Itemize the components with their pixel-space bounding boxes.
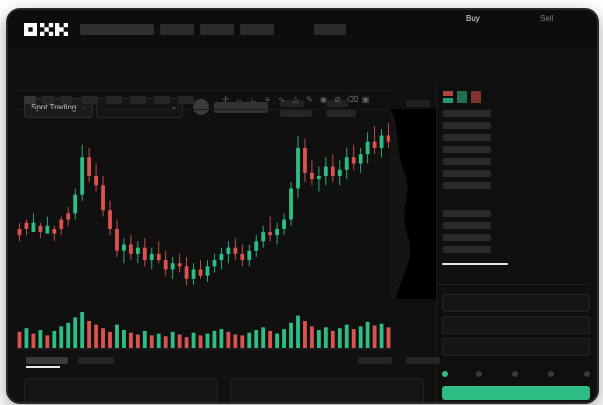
timeframe-chip-1[interactable] bbox=[24, 96, 36, 104]
pagination-dot[interactable] bbox=[548, 371, 554, 377]
orderbook-size bbox=[545, 158, 587, 165]
orderbook-bids-icon[interactable] bbox=[457, 90, 467, 103]
orderbook-asks-icon[interactable] bbox=[471, 90, 481, 103]
magnet-icon[interactable]: ✎ bbox=[306, 95, 313, 104]
okx-logo-icon[interactable] bbox=[24, 23, 68, 37]
pagination-dot[interactable] bbox=[476, 371, 482, 377]
chevron-down-icon: ⌄ bbox=[80, 105, 87, 112]
nav-item-1[interactable] bbox=[80, 24, 154, 35]
tab-positions[interactable] bbox=[358, 357, 392, 364]
active-bottom-tab-indicator bbox=[26, 366, 60, 368]
orderbook-row[interactable] bbox=[443, 222, 491, 229]
trading-mode-label: Spot Trading bbox=[31, 103, 77, 112]
orderbook-size bbox=[545, 182, 587, 189]
nav-item-2[interactable] bbox=[160, 24, 194, 35]
orderbook-size bbox=[545, 134, 587, 141]
timeframe-chip-4[interactable] bbox=[82, 96, 98, 104]
volume-svg bbox=[16, 312, 392, 350]
lock-icon[interactable]: ⊘ bbox=[334, 95, 341, 104]
tab-buy[interactable]: Buy bbox=[466, 14, 480, 23]
timeframe-chip-7[interactable] bbox=[154, 96, 170, 104]
nav-item-4[interactable] bbox=[240, 24, 274, 35]
nav-item-5[interactable] bbox=[314, 24, 346, 35]
volume-chart bbox=[16, 306, 392, 352]
nav-item-3[interactable] bbox=[200, 24, 234, 35]
pagination-dots bbox=[442, 370, 592, 378]
stat-label-2 bbox=[326, 100, 348, 107]
timeframe-chip-5[interactable] bbox=[106, 96, 122, 104]
chart-toolbar: ✛ ↔ ∟ ≡ ∿ △ ✎ ◉ ⊘ ⌫ ▣ bbox=[16, 90, 392, 110]
market-toolbar: Spot Trading ⌄ ⌄ bbox=[8, 48, 597, 118]
cursor-icon[interactable]: ✛ bbox=[222, 95, 229, 104]
timeframe-chip-8[interactable] bbox=[178, 96, 194, 104]
orderbook-row[interactable] bbox=[443, 134, 491, 141]
orders-empty-panel-left bbox=[24, 378, 218, 402]
brush-icon[interactable]: ∿ bbox=[278, 95, 285, 104]
pagination-dot[interactable] bbox=[442, 371, 448, 377]
orders-tab-strip bbox=[16, 355, 440, 367]
candlestick-svg bbox=[17, 123, 391, 285]
stat-value-2 bbox=[326, 110, 356, 117]
orders-empty-panel-right bbox=[230, 378, 424, 402]
trading-mode-selector[interactable]: Spot Trading ⌄ bbox=[24, 98, 94, 118]
orderbook-size bbox=[545, 230, 587, 237]
orderbook-row[interactable] bbox=[443, 122, 491, 129]
orderbook-size bbox=[545, 110, 587, 117]
chevron-down-icon: ⌄ bbox=[171, 104, 177, 111]
eye-icon[interactable]: ◉ bbox=[320, 95, 327, 104]
amount-field[interactable] bbox=[442, 316, 590, 334]
tab-order-history[interactable] bbox=[78, 357, 114, 364]
price-candlestick-chart[interactable] bbox=[16, 109, 392, 299]
trade-tabs bbox=[438, 262, 590, 285]
orderbook-header bbox=[545, 90, 579, 97]
timeframe-chip-3[interactable] bbox=[60, 96, 72, 104]
crosshair-icon[interactable]: ↔ bbox=[235, 95, 244, 104]
screen-artifact-shape bbox=[390, 109, 436, 299]
timeframe-chip-6[interactable] bbox=[130, 96, 146, 104]
orderbook-row[interactable] bbox=[443, 146, 491, 153]
confirm-buy-button[interactable] bbox=[442, 386, 590, 400]
orderbook-both-icon[interactable] bbox=[443, 90, 453, 103]
price-field[interactable] bbox=[442, 294, 590, 312]
pagination-dot[interactable] bbox=[512, 371, 518, 377]
active-tab-indicator bbox=[442, 263, 508, 265]
stat-label-1 bbox=[280, 100, 304, 107]
orderbook-row[interactable] bbox=[443, 170, 491, 177]
total-field[interactable] bbox=[442, 338, 590, 356]
orderbook-row[interactable] bbox=[443, 182, 491, 189]
stat-label-3 bbox=[406, 100, 430, 107]
pair-name-label bbox=[214, 102, 268, 113]
camera-icon[interactable]: ▣ bbox=[361, 95, 370, 104]
top-navigation-bar bbox=[8, 10, 597, 48]
trash-icon[interactable]: ⌫ bbox=[347, 95, 359, 104]
tab-assets[interactable] bbox=[406, 357, 440, 364]
timeframe-chip-2[interactable] bbox=[42, 96, 54, 104]
orderbook-size bbox=[545, 206, 587, 213]
tab-open-orders[interactable] bbox=[26, 357, 68, 364]
orderbook-row[interactable] bbox=[443, 110, 491, 117]
orderbook-row[interactable] bbox=[443, 158, 491, 165]
app-screen: Spot Trading ⌄ ⌄ bbox=[8, 10, 597, 402]
fib-icon[interactable]: ≡ bbox=[265, 95, 270, 104]
stat-value-1 bbox=[280, 110, 312, 117]
pagination-dot[interactable] bbox=[584, 371, 590, 377]
orderbook-row[interactable] bbox=[443, 246, 491, 253]
coin-avatar-icon bbox=[193, 99, 209, 115]
orderbook-row[interactable] bbox=[443, 234, 491, 241]
tab-sell[interactable]: Sell bbox=[540, 14, 554, 23]
trendline-icon[interactable]: ∟ bbox=[249, 95, 258, 104]
shape-icon[interactable]: △ bbox=[292, 95, 299, 104]
tablet-device: Spot Trading ⌄ ⌄ bbox=[6, 8, 599, 404]
orderbook-row[interactable] bbox=[443, 210, 491, 217]
